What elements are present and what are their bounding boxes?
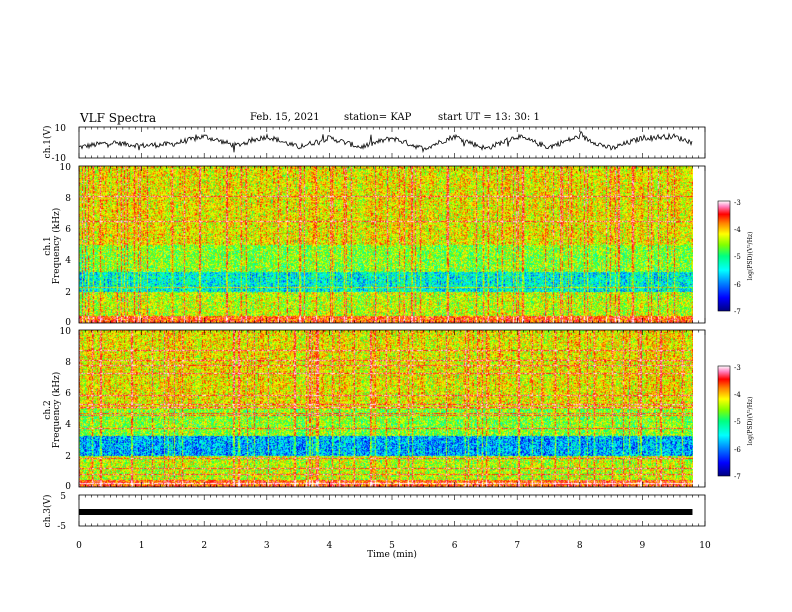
ch1-ylabel-frequency: Frequency (kHz) <box>51 208 62 285</box>
ch1-cbar-tick-m4: -4 <box>734 226 741 234</box>
ch1-ytick-2: 2 <box>65 288 71 298</box>
xaxis-tick-6: 6 <box>452 541 458 551</box>
ch3-ytick-bottom: -5 <box>57 522 66 532</box>
ch1-ytick-6: 6 <box>65 225 71 235</box>
ch2-cbar-tick-m4: -4 <box>734 391 741 399</box>
ch2-ylabel-frequency: Frequency (kHz) <box>51 372 62 449</box>
ch3-ylabel: ch.3(V) <box>42 495 53 528</box>
xaxis-label: Time (min) <box>367 549 417 560</box>
spec2-g-pixels <box>79 330 693 487</box>
ch1-spectrogram-image <box>79 166 705 323</box>
xaxis-tick-7: 7 <box>514 541 520 551</box>
xaxis-tick-1: 1 <box>139 541 145 551</box>
ch1-cbar-tick-m7: -7 <box>734 308 741 316</box>
ch1-ytick-top: 10 <box>55 124 67 134</box>
ch2-ytick-8: 8 <box>65 358 71 368</box>
time-axis: 0 1 2 3 4 5 6 7 8 9 10 <box>76 127 711 551</box>
ch1-ytick-10: 10 <box>60 163 72 173</box>
xaxis-tick-0: 0 <box>76 541 82 551</box>
ch2-cbar-tick-m5: -5 <box>734 418 741 426</box>
ch1-cbar-tick-m5: -5 <box>734 253 741 261</box>
ch1-waveform-trace <box>79 130 693 154</box>
date-label: Feb. 15, 2021 <box>250 112 320 123</box>
ch2-ytick-2: 2 <box>65 452 71 462</box>
figure-title: VLF Spectra <box>80 111 157 125</box>
xaxis-tick-5: 5 <box>389 541 395 551</box>
ch2-spectrogram-image <box>79 330 705 487</box>
ch1-cbar-tick-m3: -3 <box>734 199 741 207</box>
ch1-waveform-line <box>79 130 693 154</box>
ch2-cbar-tick-m6: -6 <box>734 446 741 454</box>
ch2-ylabel-channel: ch.2 <box>43 400 53 419</box>
ch2-cbar-label: log(PSD)(V²/Hz) <box>747 397 754 446</box>
station-label: station= KAP <box>344 112 412 123</box>
ch2-cbar-tick-m3: -3 <box>734 364 741 372</box>
xaxis-tick-9: 9 <box>640 541 646 551</box>
ch1-ylabel: ch.1(V) <box>42 126 53 159</box>
ch1-ytick-bottom: -10 <box>52 154 67 164</box>
ch2-ytick-6: 6 <box>65 389 71 399</box>
ch1-ylabel-channel: ch.1 <box>43 236 53 255</box>
ch2-colorbar: -3 -4 -5 -6 -7 log(PSD)(V²/Hz) <box>717 364 754 481</box>
xaxis-tick-4: 4 <box>327 541 333 551</box>
ch2-cbar-tick-m7: -7 <box>734 473 741 481</box>
start-ut-label: start UT = 13: 30: 1 <box>438 112 540 123</box>
xaxis-tick-8: 8 <box>577 541 583 551</box>
ch1-ytick-0: 0 <box>65 318 71 328</box>
spec1-g-pixels <box>79 166 693 323</box>
ch1-waveform-panel: 10 -10 ch.1(V) <box>42 124 706 164</box>
ch2-ytick-0: 0 <box>65 482 71 492</box>
xaxis-tick-10: 10 <box>699 541 711 551</box>
ch2-ytick-4: 4 <box>65 420 71 430</box>
ch2-spectrogram-panel: 0 2 4 6 8 10 ch.2 Frequency (kHz) <box>43 327 706 492</box>
xaxis-tick-2: 2 <box>201 541 207 551</box>
ch2-ytick-10: 10 <box>60 327 72 337</box>
ch1-spectrogram-panel: 0 2 4 6 8 10 ch.1 Frequency (kHz) <box>43 163 706 328</box>
xaxis-tick-3: 3 <box>264 541 270 551</box>
ch1-ytick-4: 4 <box>65 256 71 266</box>
ch1-ytick-8: 8 <box>65 194 71 204</box>
ch1-colorbar: -3 -4 -5 -6 -7 log(PSD)(V²/Hz) <box>717 199 754 316</box>
ch1-cbar-tick-m6: -6 <box>734 281 741 289</box>
ch3-ytick-top: 5 <box>60 492 66 502</box>
ch1-cbar-label: log(PSD)(V²/Hz) <box>747 232 754 281</box>
